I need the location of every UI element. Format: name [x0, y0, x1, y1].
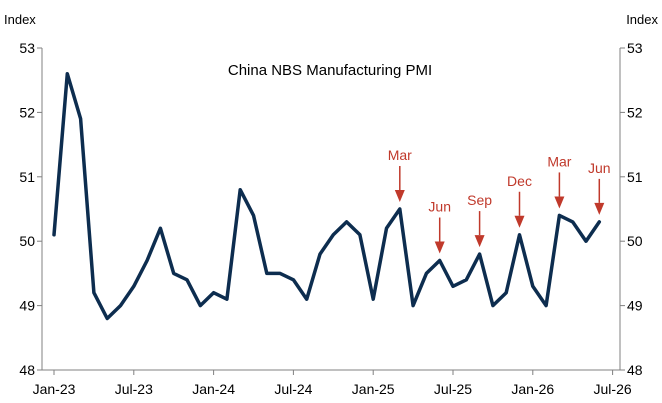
y-tick-label-right: 51	[627, 169, 643, 185]
annotation-arrow-head	[434, 241, 445, 254]
y-tick-label-right: 52	[627, 104, 643, 120]
annotation-label: Jun	[428, 199, 451, 215]
x-tick-label: Jul-25	[434, 381, 472, 397]
y-tick-label-right: 49	[627, 298, 643, 314]
annotation-jun: Jun	[588, 160, 611, 215]
x-tick-label: Jan-24	[192, 381, 235, 397]
y-tick-label-left: 50	[19, 233, 35, 249]
annotation-arrow-head	[474, 235, 485, 248]
annotation-label: Jun	[588, 160, 611, 176]
annotations: Mar Jun Sep Dec Mar Jun	[388, 147, 611, 254]
y-tick-label-right: 48	[627, 362, 643, 378]
annotation-sep: Sep	[467, 192, 492, 248]
y-tick-label-right: 50	[627, 233, 643, 249]
annotation-label: Sep	[467, 192, 492, 208]
y-tick-label-right: 53	[627, 40, 643, 56]
annotation-mar: Mar	[388, 147, 412, 202]
x-tick-label: Jul-23	[115, 381, 153, 397]
annotation-arrow-head	[594, 202, 605, 215]
x-tick-label: Jan-26	[511, 381, 554, 397]
y-axis-label-right: Index	[626, 12, 658, 27]
annotation-jun: Jun	[428, 199, 451, 254]
annotation-arrow-head	[394, 190, 405, 202]
y-axis-label-left: Index	[4, 12, 36, 27]
annotation-label: Dec	[507, 173, 532, 189]
x-tick-label: Jan-25	[352, 381, 395, 397]
annotation-label: Mar	[388, 147, 412, 163]
annotation-label: Mar	[547, 153, 571, 169]
y-ticks: 48 48 49 49 50 50 51 51 52 52 53 53	[19, 40, 642, 378]
annotation-mar: Mar	[547, 153, 572, 209]
chart-title: China NBS Manufacturing PMI	[228, 62, 432, 79]
y-tick-label-left: 48	[19, 362, 35, 378]
series-line-pmi	[52, 72, 602, 321]
y-tick-label-left: 51	[19, 169, 35, 185]
y-tick-label-left: 53	[19, 40, 35, 56]
x-ticks: Jan-23 Jul-23 Jan-24 Jul-24 Jan-25 Jul-25 Jan-…	[33, 370, 632, 397]
annotation-dec: Dec	[507, 173, 532, 228]
annotation-arrow-head	[554, 196, 565, 209]
y-tick-label-left: 49	[19, 298, 35, 314]
annotation-arrow-head	[514, 215, 525, 228]
x-tick-label: Jul-24	[274, 381, 312, 397]
x-tick-label: Jul-26	[594, 381, 632, 397]
x-tick-label: Jan-23	[33, 381, 76, 397]
y-tick-label-left: 52	[19, 104, 35, 120]
